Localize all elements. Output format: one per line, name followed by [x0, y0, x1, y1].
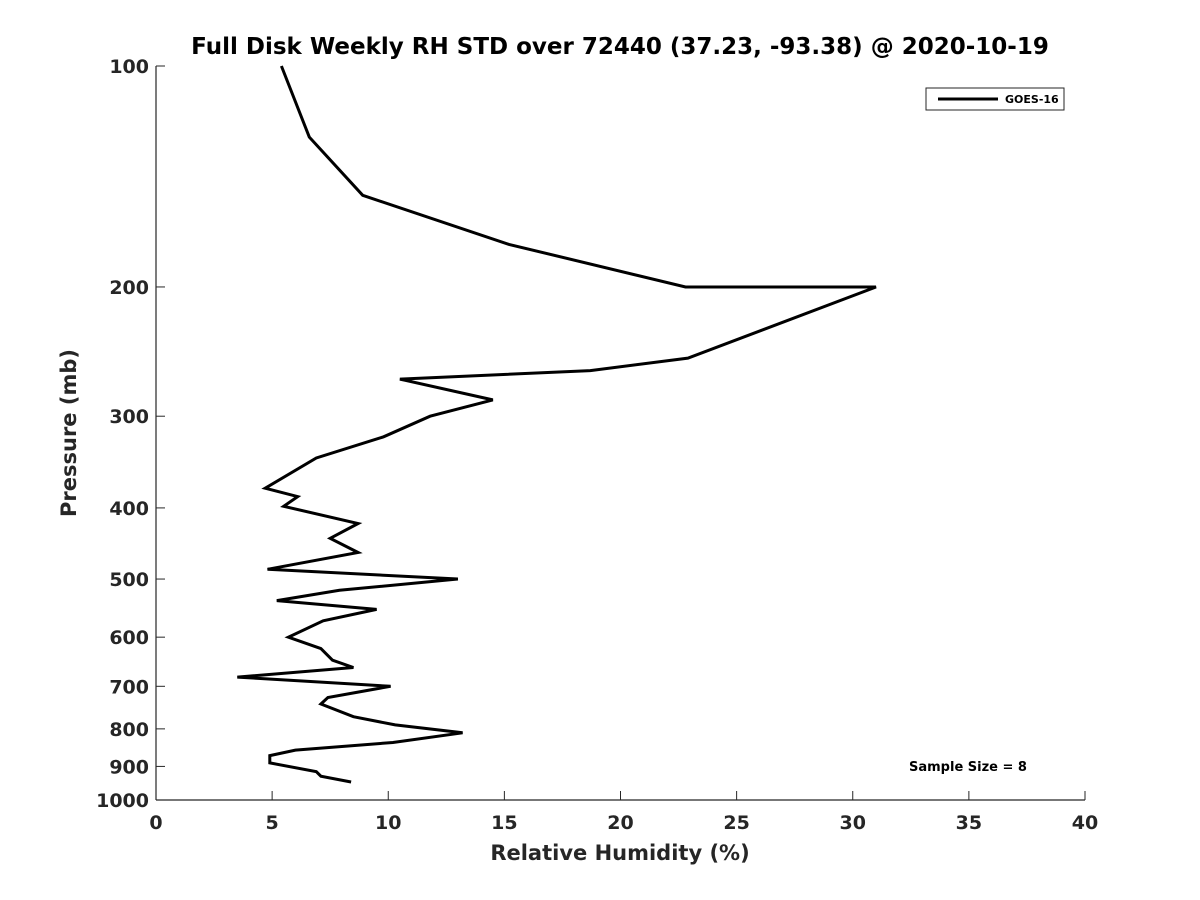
plot-axes — [155, 66, 1085, 801]
y-tick-label: 100 — [109, 56, 149, 78]
y-tick-label: 400 — [109, 498, 149, 520]
chart-title: Full Disk Weekly RH STD over 72440 (37.2… — [191, 34, 1049, 60]
x-tick-label: 5 — [266, 812, 279, 834]
x-tick-label: 25 — [723, 812, 749, 834]
y-tick-label: 800 — [109, 719, 149, 741]
x-axis-label: Relative Humidity (%) — [490, 841, 749, 865]
x-tick-label: 30 — [840, 812, 866, 834]
y-tick-label: 500 — [109, 569, 149, 591]
legend: GOES-16 — [925, 87, 1065, 111]
x-tick-label: 40 — [1072, 812, 1098, 834]
x-tick-label: 0 — [149, 812, 162, 834]
y-tick-label: 900 — [109, 756, 149, 778]
y-tick-label: 200 — [109, 277, 149, 299]
x-tick-label: 15 — [491, 812, 517, 834]
y-tick-label: 300 — [109, 406, 149, 428]
x-tick-label: 10 — [375, 812, 401, 834]
series-layer — [237, 65, 877, 784]
sample-size-annotation: Sample Size = 8 — [909, 760, 1027, 775]
y-tick-label: 1000 — [96, 790, 149, 812]
y-axis-label: Pressure (mb) — [57, 349, 81, 517]
x-axis-ticks: 0 5 10 15 20 25 30 35 40 — [149, 791, 1098, 834]
y-axis-ticks: 100 200 300 400 500 600 700 800 900 1000 — [96, 56, 165, 812]
x-tick-label: 20 — [607, 812, 633, 834]
x-tick-label: 35 — [956, 812, 982, 834]
legend-entry-goes-16: GOES-16 — [1005, 93, 1059, 106]
y-tick-label: 700 — [109, 676, 149, 698]
y-tick-label: 600 — [109, 627, 149, 649]
series-line-goes-16 — [237, 65, 877, 784]
